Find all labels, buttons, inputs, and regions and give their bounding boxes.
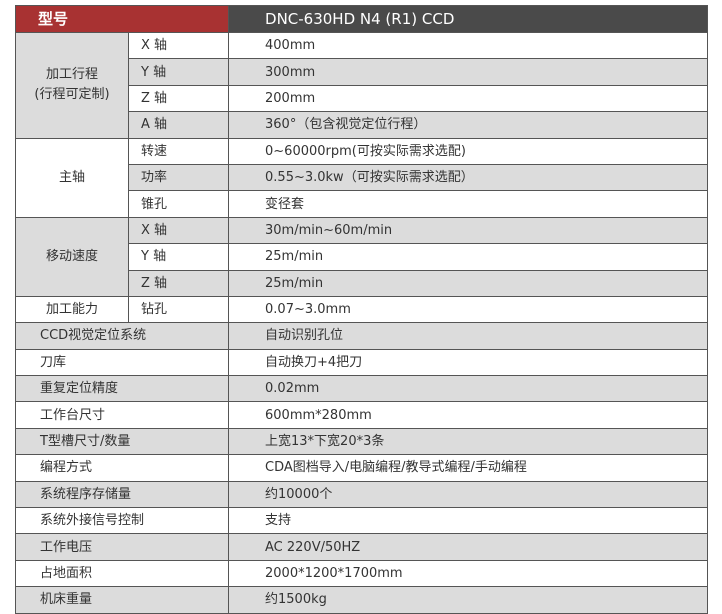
spec-value: 约10000个 [228,480,708,509]
table-row: 工作台尺寸 600mm*280mm [14,401,708,429]
spec-label: 重复定位精度 [14,375,230,403]
table-row: Z 轴 200mm [16,84,708,113]
header-label: 型号 [14,5,230,33]
table-row: 机床重量 约1500kg [14,586,708,614]
spec-value: 25m/min [228,243,708,271]
spec-label: 编程方式 [14,454,230,482]
sub-label: Z 轴 [127,269,230,297]
table-row: 系统程序存储量 约10000个 [14,480,708,509]
group-name: 主轴 [58,169,85,185]
spec-label: 机床重量 [14,586,230,614]
spec-value: 0.07~3.0mm [228,295,708,324]
sub-label: 锥孔 [127,190,230,218]
spec-value: 上宽13*下宽20*3条 [228,427,708,456]
spec-label: 系统程序存储量 [14,480,230,509]
group-name: 加工能力 [45,301,98,317]
spec-value: 自动识别孔位 [228,322,708,350]
table-row: 功率 0.55~3.0kw（可按实际需求选配） [16,163,708,192]
table-row: 主轴 转速 0~60000rpm(可按实际需求选配) [15,137,708,218]
model-name: DNC-630HD N4 (R1) CCD [228,5,708,33]
table-row: A 轴 360°（包含视觉定位行程） [16,111,708,139]
group-label: 加工行程 (行程可定制) [15,32,129,139]
sub-label: Y 轴 [127,243,230,271]
group-label: 移动速度 [15,216,129,297]
table-row: 占地面积 2000*1200*1700mm [14,559,708,588]
spec-label: 工作台尺寸 [14,401,230,429]
spec-label: 系统外接信号控制 [14,507,230,535]
spec-value: 2000*1200*1700mm [228,559,708,588]
group-label: 加工能力 [15,295,129,324]
spec-value: 360°（包含视觉定位行程） [228,111,708,139]
spec-value: 600mm*280mm [228,401,708,429]
group-label: 主轴 [15,137,129,218]
spec-label: CCD视觉定位系统 [14,322,230,350]
table-row: 加工能力 钻孔 0.07~3.0mm [15,295,708,324]
sub-label: Y 轴 [127,58,230,86]
spec-value: CDA图档导入/电脑编程/教导式编程/手动编程 [228,454,708,482]
table-row: 系统外接信号控制 支持 [14,507,708,535]
sub-label: 钻孔 [127,295,230,324]
group-name: 加工行程 [45,67,98,83]
group-name: 移动速度 [45,248,98,264]
table-row: 锥孔 变径套 [16,190,708,218]
sub-label: X 轴 [127,31,230,60]
table-row: Z 轴 25m/min [16,269,708,297]
spec-label: 占地面积 [14,559,230,588]
spec-value: 支持 [228,507,708,535]
sub-label: X 轴 [127,216,230,245]
spec-value: 0.55~3.0kw（可按实际需求选配） [228,163,708,192]
spec-value: 约1500kg [228,586,708,614]
table-row: CCD视觉定位系统 自动识别孔位 [14,322,708,350]
spec-value: 0.02mm [228,375,708,403]
spec-label: 工作电压 [14,533,230,561]
spec-value: 200mm [228,84,708,113]
group-note: (行程可定制) [34,87,110,103]
table-row: T型槽尺寸/数量 上宽13*下宽20*3条 [14,427,708,456]
spec-value: AC 220V/50HZ [228,533,708,561]
spec-label: T型槽尺寸/数量 [14,427,230,456]
spec-value: 30m/min~60m/min [228,216,708,245]
table-row: 工作电压 AC 220V/50HZ [14,533,708,561]
sub-label: 功率 [127,163,230,192]
sub-label: Z 轴 [127,84,230,113]
table-row: 移动速度 X 轴 30m/min~60m/min [15,216,708,297]
sub-label: 转速 [127,137,230,165]
table-row: 编程方式 CDA图档导入/电脑编程/教导式编程/手动编程 [14,454,708,482]
table-row: 刀库 自动换刀+4把刀 [14,348,708,377]
spec-value: 400mm [228,31,708,60]
table-row: 重复定位精度 0.02mm [14,375,708,403]
spec-value: 自动换刀+4把刀 [228,348,708,377]
spec-value: 25m/min [228,269,708,297]
header-row: 型号 DNC-630HD N4 (R1) CCD [14,5,708,33]
sub-label: A 轴 [127,111,230,139]
spec-value: 300mm [228,58,708,86]
spec-label: 刀库 [14,348,230,377]
table-row: 加工行程 (行程可定制) X 轴 400mm [15,31,708,139]
spec-value: 变径套 [228,190,708,218]
spec-value: 0~60000rpm(可按实际需求选配) [228,137,708,165]
